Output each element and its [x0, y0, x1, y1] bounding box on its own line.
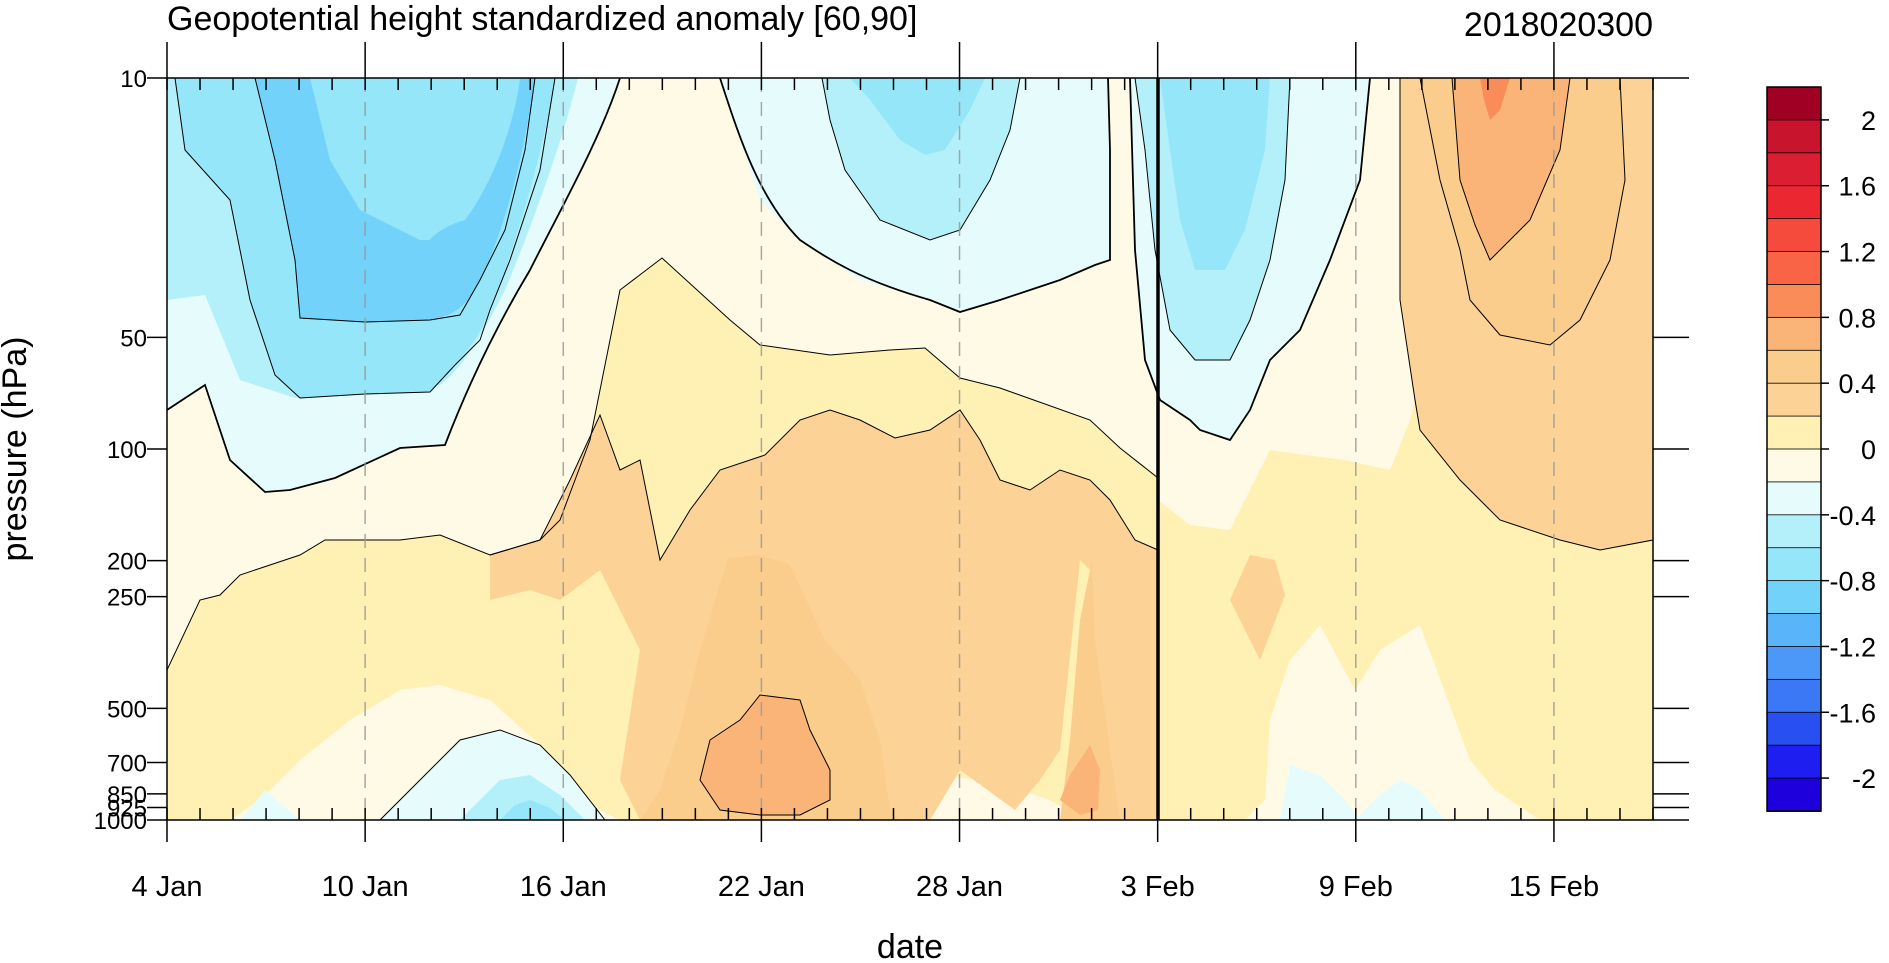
y-tick-label: 850 — [107, 782, 147, 809]
contour-band-0.4-to-0.6 — [490, 410, 1158, 820]
contour-line-neg-blue-mid — [821, 78, 1021, 241]
colorbar-swatch — [1766, 119, 1822, 154]
colorbar-swatch — [1766, 547, 1822, 582]
contour-band-neg-0.4-to-neg-0.2-mid — [822, 78, 1020, 240]
y-tick-label: 100 — [107, 437, 147, 464]
y-tick-label: 500 — [107, 696, 147, 723]
y-tick-label: 700 — [107, 751, 147, 778]
contour-band-neg-1.0-to-neg-0.8 — [310, 78, 520, 240]
colorbar-swatch — [1766, 514, 1822, 549]
colorbar-swatch — [1766, 218, 1822, 253]
x-axis: 4 Jan 10 Jan 16 Jan 22 Jan 28 Jan 3 Feb 9 Feb 1… — [132, 42, 1654, 903]
gridlines — [364, 78, 1555, 820]
contour-band-0.4-to-0.6-bump — [1230, 555, 1285, 660]
y-tick-label: 10 — [120, 66, 147, 93]
colorbar-label: -1.2 — [1829, 632, 1876, 662]
contour-line-0.4-right — [1399, 78, 1653, 551]
colorbar-swatch — [1766, 316, 1822, 352]
date-stamp: 2018020300 — [1464, 6, 1653, 44]
colorbar-label: 0.8 — [1838, 303, 1876, 333]
contour-band-0.6-to-0.8 — [640, 555, 900, 820]
y-tick-label: 50 — [120, 325, 147, 352]
y-tick-label: 1000 — [94, 808, 147, 835]
colorbar-swatch — [1766, 382, 1822, 417]
colorbar-swatch — [1766, 415, 1822, 450]
zero-contour-line-feb — [1129, 78, 1371, 442]
contour-band-0.8-to-1.0-b — [1060, 745, 1100, 815]
contour-line-0.8-right — [1451, 78, 1571, 261]
x-tick-label: 4 Jan — [132, 871, 203, 903]
colorbar-swatch — [1766, 613, 1822, 648]
x-tick-label: 22 Jan — [718, 871, 805, 903]
colorbar-swatch — [1766, 711, 1822, 747]
x-tick-label: 10 Jan — [322, 871, 409, 903]
contour-band-neg-small-2 — [1280, 765, 1360, 820]
colorbar-label: 0 — [1861, 435, 1876, 465]
colorbar-label: -0.8 — [1829, 567, 1876, 597]
chart-title: Geopotential height standardized anomaly… — [167, 0, 917, 38]
contour-fill-layer — [167, 78, 1653, 820]
x-axis-title: date — [877, 928, 943, 963]
contour-line-layer — [167, 78, 1653, 820]
x-tick-label: 15 Feb — [1509, 871, 1599, 903]
colorbar-swatch — [1766, 678, 1822, 714]
colorbar-label: -0.4 — [1829, 501, 1876, 531]
colorbar-swatch — [1766, 349, 1822, 385]
contour-band-neg-0.6-to-neg-0.4-feb — [1160, 78, 1270, 270]
contour-band-neg-0.4-to-neg-0.2-lower — [460, 775, 585, 820]
contour-line-0.2 — [167, 257, 1159, 671]
colorbar-swatch — [1766, 152, 1822, 187]
zero-contour-line-mid — [719, 78, 1111, 313]
colorbar-label: -2 — [1852, 764, 1876, 794]
colorbar-label: 2 — [1861, 106, 1876, 136]
x-tick-label: 28 Jan — [916, 871, 1003, 903]
y-tick-label: 200 — [107, 549, 147, 576]
contour-line-neg-blue-1 — [174, 78, 556, 399]
x-tick-label: 3 Feb — [1121, 871, 1195, 903]
contour-band-neg-0.6-to-neg-0.4-lower — [500, 800, 565, 820]
colorbar-swatch — [1766, 744, 1822, 779]
contour-line-0.8-blob — [699, 694, 831, 816]
colorbar: 2 1.6 1.2 0.8 0.4 0 -0.4 -0.8 -1.2 -1.6 -2 — [1766, 86, 1876, 812]
colorbar-label: 1.2 — [1838, 238, 1876, 268]
y-axis-title: pressure (hPa) — [0, 337, 34, 562]
contour-line-0.4 — [489, 409, 1159, 562]
contour-band-0.8-to-1.0-upper-right — [1452, 78, 1570, 260]
contour-line-0.6-right — [1419, 78, 1626, 346]
contour-band-neg-small-1 — [240, 790, 300, 820]
x-tick-label: 9 Feb — [1319, 871, 1393, 903]
colorbar-swatch — [1766, 481, 1822, 516]
x-tick-label: 16 Jan — [520, 871, 607, 903]
contour-line-neg-blue-feb — [1134, 78, 1291, 361]
zero-contour-line — [167, 78, 621, 493]
colorbar-swatch — [1766, 185, 1822, 220]
colorbar-swatch — [1766, 646, 1822, 681]
colorbar-swatch — [1766, 86, 1822, 121]
colorbar-label: 0.4 — [1838, 369, 1876, 399]
colorbar-label: -1.6 — [1829, 698, 1876, 728]
y-tick-label: 925 — [107, 795, 147, 822]
contour-line-neg-blue-2 — [254, 78, 536, 323]
colorbar-label: 1.6 — [1838, 172, 1876, 202]
colorbar-swatch — [1766, 580, 1822, 615]
contour-band-neg-0.6-to-neg-0.4-mid — [850, 78, 985, 155]
colorbar-swatch — [1766, 284, 1822, 319]
colorbar-swatch — [1766, 251, 1822, 286]
colorbar-swatch — [1766, 777, 1822, 812]
contour-band-0.6-to-0.8-b — [1060, 560, 1120, 820]
contour-line-lower-neg — [379, 729, 606, 820]
y-tick-label: 250 — [107, 585, 147, 612]
colorbar-swatch — [1766, 448, 1822, 483]
